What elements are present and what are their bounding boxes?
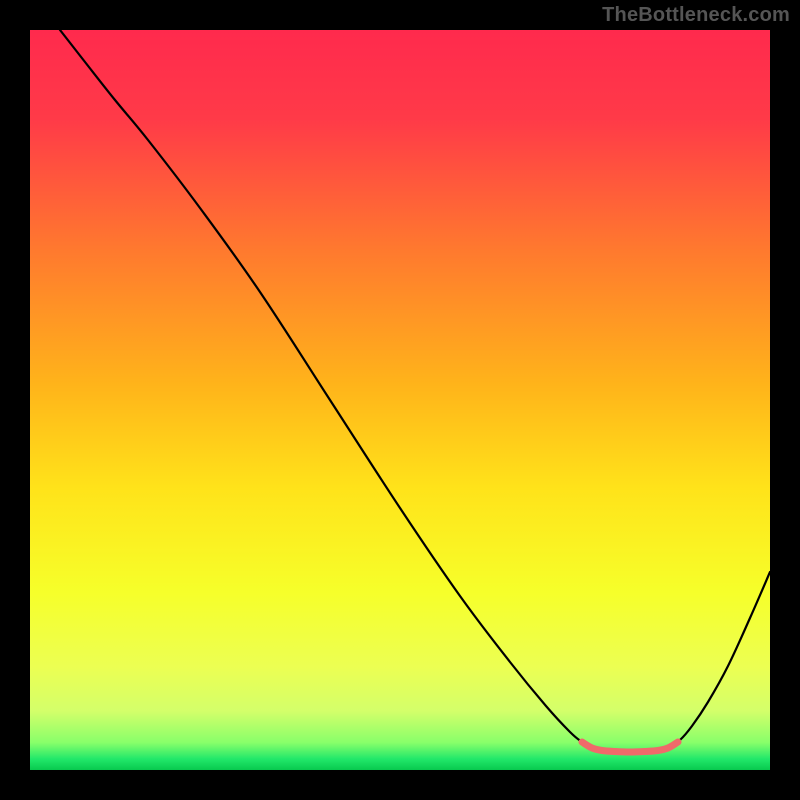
gradient-background — [30, 30, 770, 770]
chart-canvas: TheBottleneck.com — [0, 0, 800, 800]
heat-gradient-rect — [30, 30, 770, 770]
attribution-label: TheBottleneck.com — [602, 4, 790, 27]
plot-area — [30, 30, 770, 770]
